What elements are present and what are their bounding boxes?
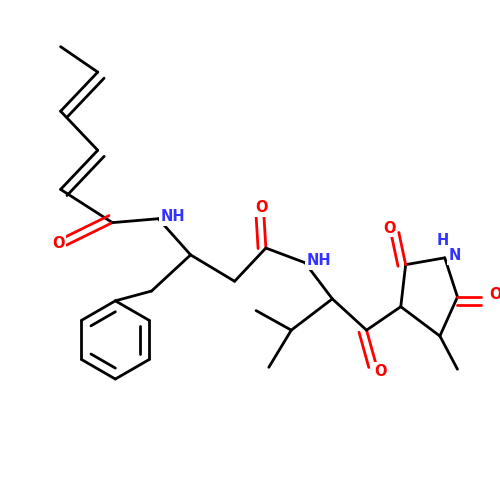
- Text: O: O: [383, 221, 396, 236]
- Text: N: N: [448, 248, 461, 264]
- Text: O: O: [374, 364, 386, 378]
- Text: O: O: [52, 236, 65, 250]
- Text: NH: NH: [160, 210, 185, 224]
- Text: NH: NH: [307, 254, 332, 268]
- Text: H: H: [436, 232, 449, 248]
- Text: O: O: [256, 200, 268, 216]
- Text: O: O: [489, 288, 500, 302]
